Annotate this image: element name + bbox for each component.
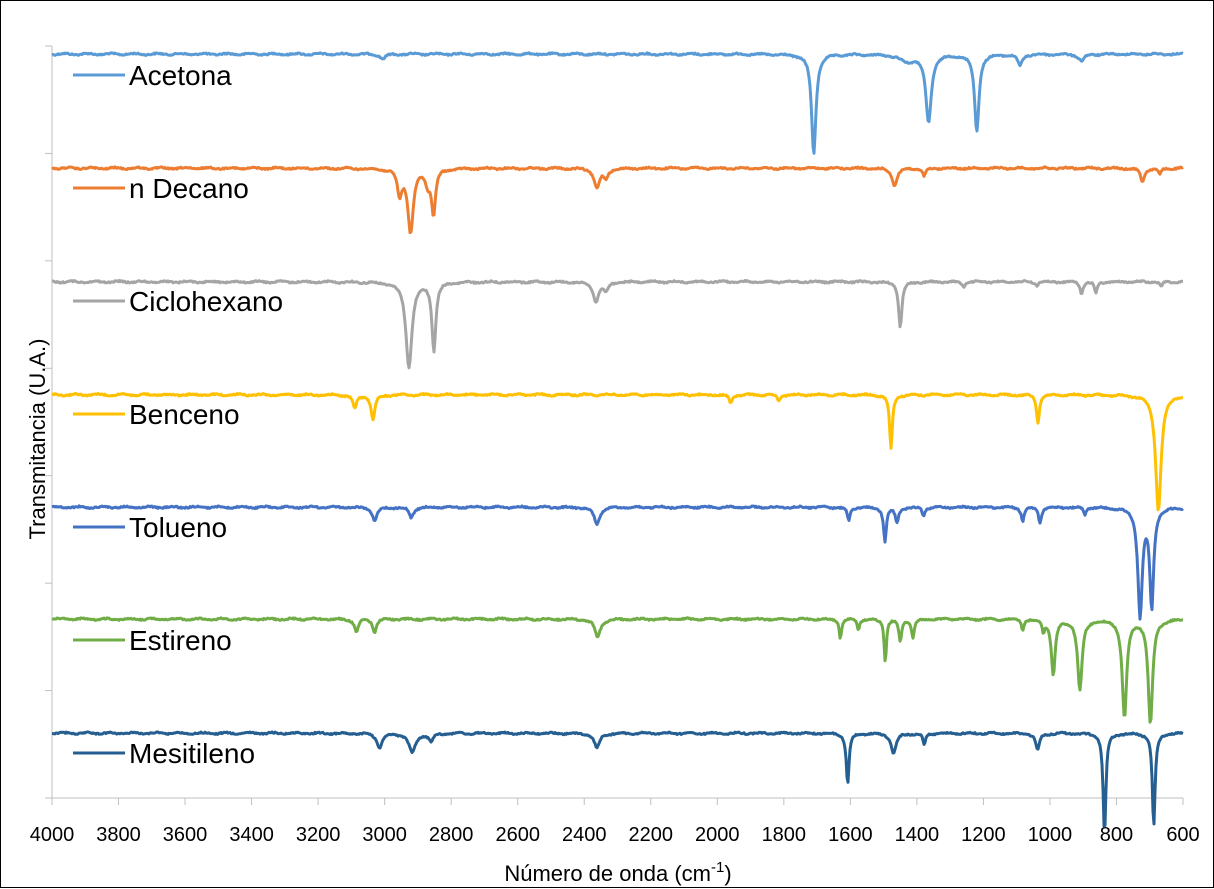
legend-label: Mesitileno xyxy=(129,738,255,769)
x-tick-label: 3000 xyxy=(362,824,407,846)
x-axis: 4000 3800 3600 3400 3200 3000 2800 2600 2400 2200… xyxy=(30,797,1200,846)
series-line-benceno xyxy=(51,391,1184,512)
x-tick-label: 2800 xyxy=(429,824,474,846)
x-tick-label: 800 xyxy=(1100,824,1133,846)
series-layer xyxy=(51,51,1184,828)
legend-layer: Acetona n Decano Ciclohexano Benceno Tolueno… xyxy=(73,60,283,769)
x-axis-title-superscript: -1 xyxy=(711,859,724,876)
legend-label: Estireno xyxy=(129,625,232,656)
legend-label: Benceno xyxy=(129,399,240,430)
legend-label: Acetona xyxy=(129,60,232,91)
x-tick-label: 1800 xyxy=(762,824,807,846)
x-tick-label: 1200 xyxy=(961,824,1006,846)
x-tick-label: 1000 xyxy=(1028,824,1073,846)
x-tick-label: 1600 xyxy=(828,824,873,846)
series-line-ciclohexano xyxy=(51,278,1184,370)
x-tick-label: 3200 xyxy=(296,824,341,846)
x-tick-label: 2400 xyxy=(562,824,607,846)
x-tick-label: 4000 xyxy=(30,824,75,846)
x-tick-label: 2000 xyxy=(695,824,740,846)
x-tick-label: 2600 xyxy=(495,824,540,846)
x-axis-title: Número de onda (cm-1) xyxy=(504,859,731,886)
x-tick-label: 1400 xyxy=(895,824,940,846)
series-line-tolueno xyxy=(51,504,1184,621)
legend-label: Ciclohexano xyxy=(129,286,283,317)
legend-label: Tolueno xyxy=(129,512,227,543)
x-tick-label: 3800 xyxy=(96,824,141,846)
x-axis-title-main: Número de onda (cm xyxy=(504,861,711,886)
x-axis-title-end: ) xyxy=(724,861,731,886)
legend-label: n Decano xyxy=(129,173,249,204)
series-line-n-decano xyxy=(51,165,1184,235)
series-line-mesitileno xyxy=(51,730,1184,828)
y-axis-title: Transmitancia (U.A.) xyxy=(25,339,50,540)
series-line-estireno xyxy=(51,616,1184,724)
x-tick-label: 3400 xyxy=(229,824,274,846)
x-tick-label: 3600 xyxy=(163,824,208,846)
series-line-acetona xyxy=(51,51,1184,155)
x-tick-label: 2200 xyxy=(629,824,674,846)
y-axis xyxy=(45,45,53,799)
x-tick-label: 600 xyxy=(1166,824,1199,846)
